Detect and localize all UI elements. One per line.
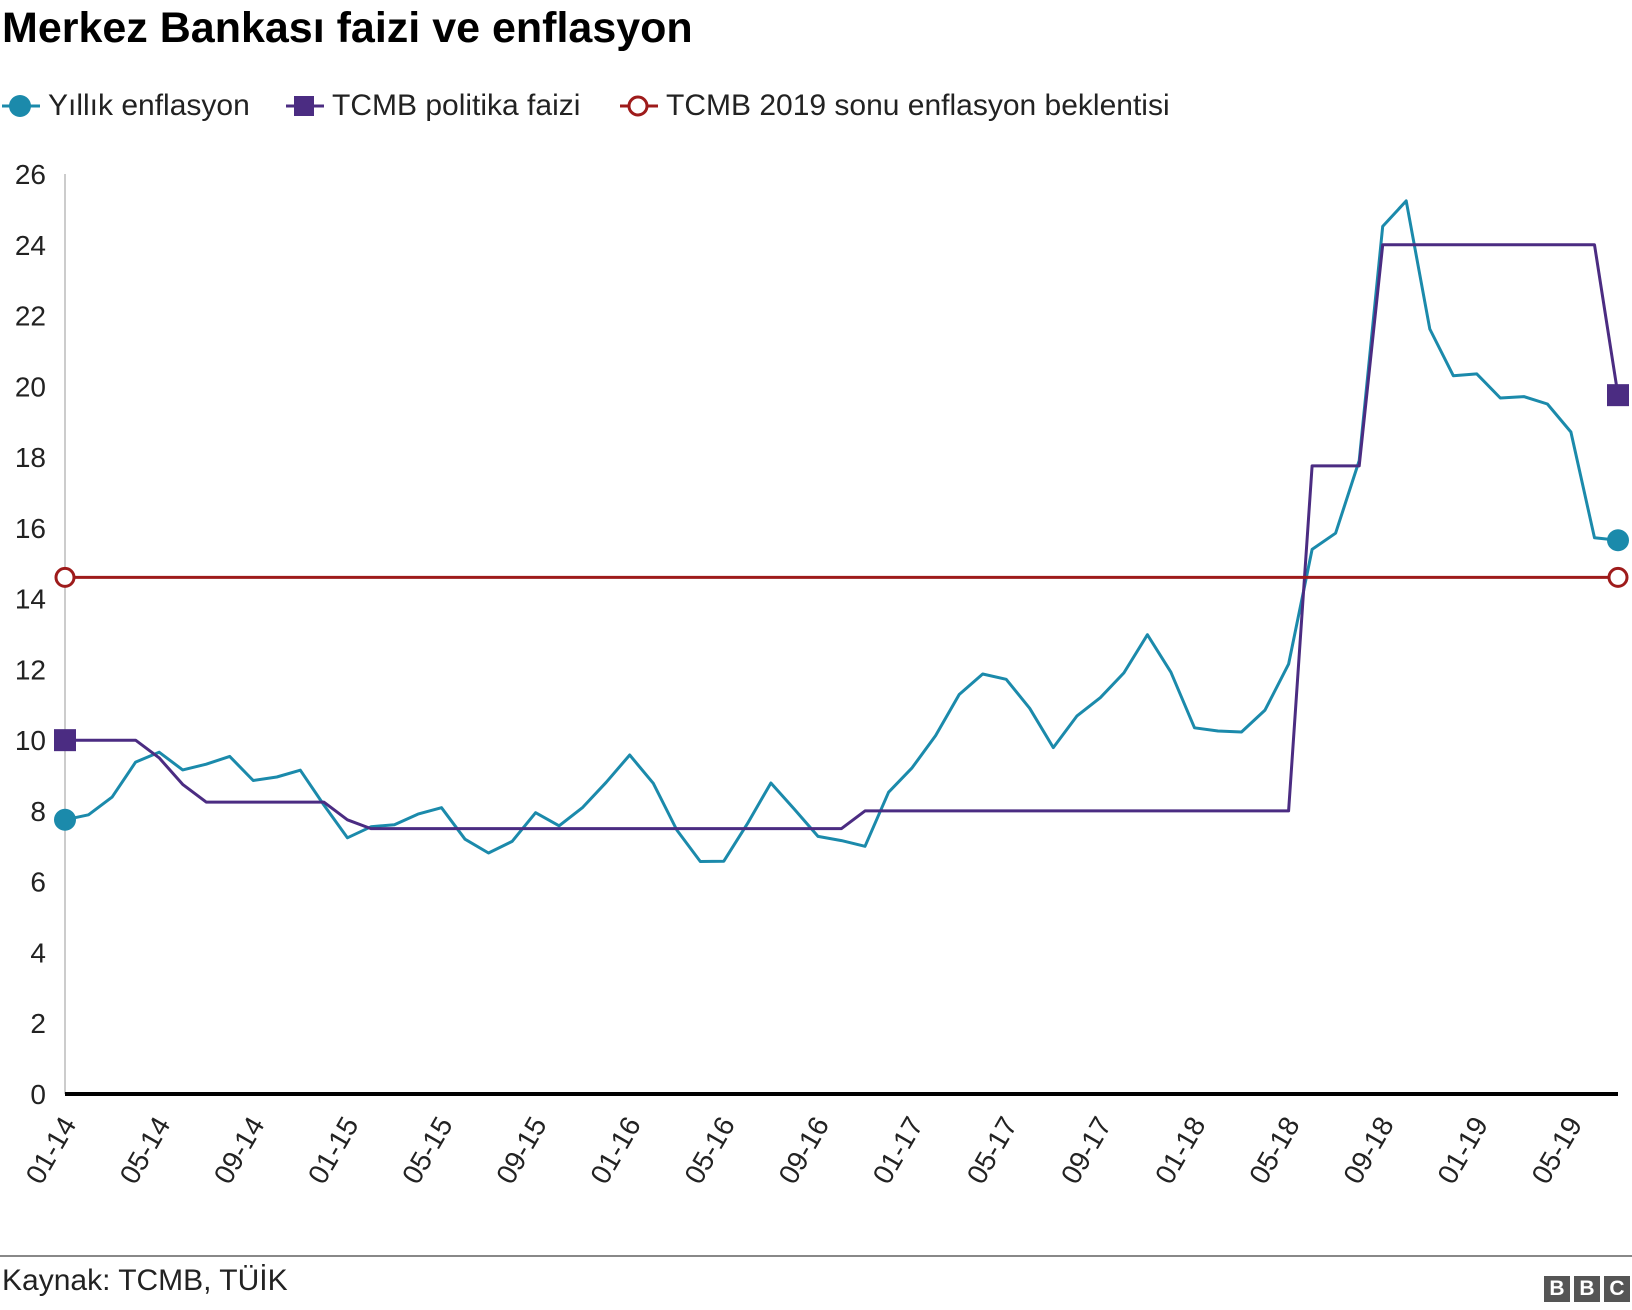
y-tick-label: 6: [30, 867, 46, 898]
series-layer: [64, 199, 1620, 863]
x-tick-label: 05-14: [114, 1112, 177, 1190]
legend-item-expectation: TCMB 2019 sonu enflasyon beklentisi: [618, 86, 1170, 126]
y-tick-label: 20: [15, 371, 46, 402]
policy-rate-marker: [1607, 384, 1629, 407]
logo-letter: B: [1574, 1276, 1600, 1302]
source-note: Kaynak: TCMB, TÜİK: [2, 1264, 288, 1297]
x-tick-label: 01-15: [302, 1112, 365, 1190]
legend-swatch-inflation: [2, 95, 40, 117]
y-tick-label: 18: [15, 442, 46, 473]
y-tick-label: 4: [30, 937, 46, 968]
marker-layer: [54, 384, 1629, 831]
legend-label-expectation: TCMB 2019 sonu enflasyon beklentisi: [666, 89, 1170, 122]
y-tick-label: 10: [15, 725, 46, 756]
y-tick-label: 0: [30, 1079, 46, 1110]
inflation-marker: [1607, 529, 1629, 552]
y-tick-label: 14: [15, 584, 46, 615]
inflation-marker: [54, 808, 76, 831]
inflation-line: [64, 199, 1619, 863]
policy-rate-marker: [54, 729, 76, 752]
x-tick-label: 09-18: [1337, 1112, 1400, 1190]
legend-label-policy-rate: TCMB politika faizi: [332, 89, 581, 122]
y-tick-label: 16: [15, 513, 46, 544]
bbc-logo: B B C: [1544, 1276, 1630, 1302]
x-tick-label: 05-19: [1525, 1112, 1588, 1190]
x-tick-label: 05-18: [1243, 1112, 1306, 1190]
y-tick-label: 26: [15, 159, 46, 190]
x-tick-label: 05-17: [961, 1112, 1024, 1190]
logo-letter: C: [1604, 1276, 1630, 1302]
x-tick-label: 01-18: [1149, 1112, 1212, 1190]
x-tick-label: 09-14: [208, 1112, 271, 1190]
legend-item-policy-rate: TCMB politika faizi: [284, 86, 580, 126]
x-tick-label: 01-17: [867, 1112, 930, 1190]
x-axis: 01-14 05-14 09-14 01-15 05-15 09-15 01-16 05-16…: [20, 1092, 1618, 1190]
x-tick-label: 01-14: [20, 1112, 83, 1190]
x-tick-label: 09-16: [773, 1112, 836, 1190]
x-tick-label: 01-19: [1431, 1112, 1494, 1190]
legend-swatch-expectation: [620, 95, 658, 117]
logo-letter: B: [1544, 1276, 1570, 1302]
legend-label-inflation: Yıllık enflasyon: [48, 89, 250, 122]
y-tick-label: 22: [15, 301, 46, 332]
x-tick-label: 05-15: [396, 1112, 459, 1190]
expectation-marker: [1607, 566, 1629, 588]
legend-swatch-policy-rate: [286, 96, 324, 116]
chart-title: Merkez Bankası faizi ve enflasyon: [2, 4, 693, 52]
y-tick-label: 8: [30, 796, 46, 827]
x-tick-label: 05-16: [678, 1112, 741, 1190]
x-tick-label: 09-15: [490, 1112, 553, 1190]
legend-item-inflation: Yıllık enflasyon: [0, 86, 250, 126]
expectation-marker: [54, 566, 76, 588]
policy-rate-line: [65, 243, 1620, 831]
x-tick-label: 09-17: [1055, 1112, 1118, 1190]
y-tick-label: 2: [30, 1008, 46, 1039]
y-tick-label: 12: [15, 654, 46, 685]
x-tick-label: 01-16: [584, 1112, 647, 1190]
y-tick-label: 24: [15, 230, 46, 261]
footer-divider: [0, 1255, 1632, 1257]
